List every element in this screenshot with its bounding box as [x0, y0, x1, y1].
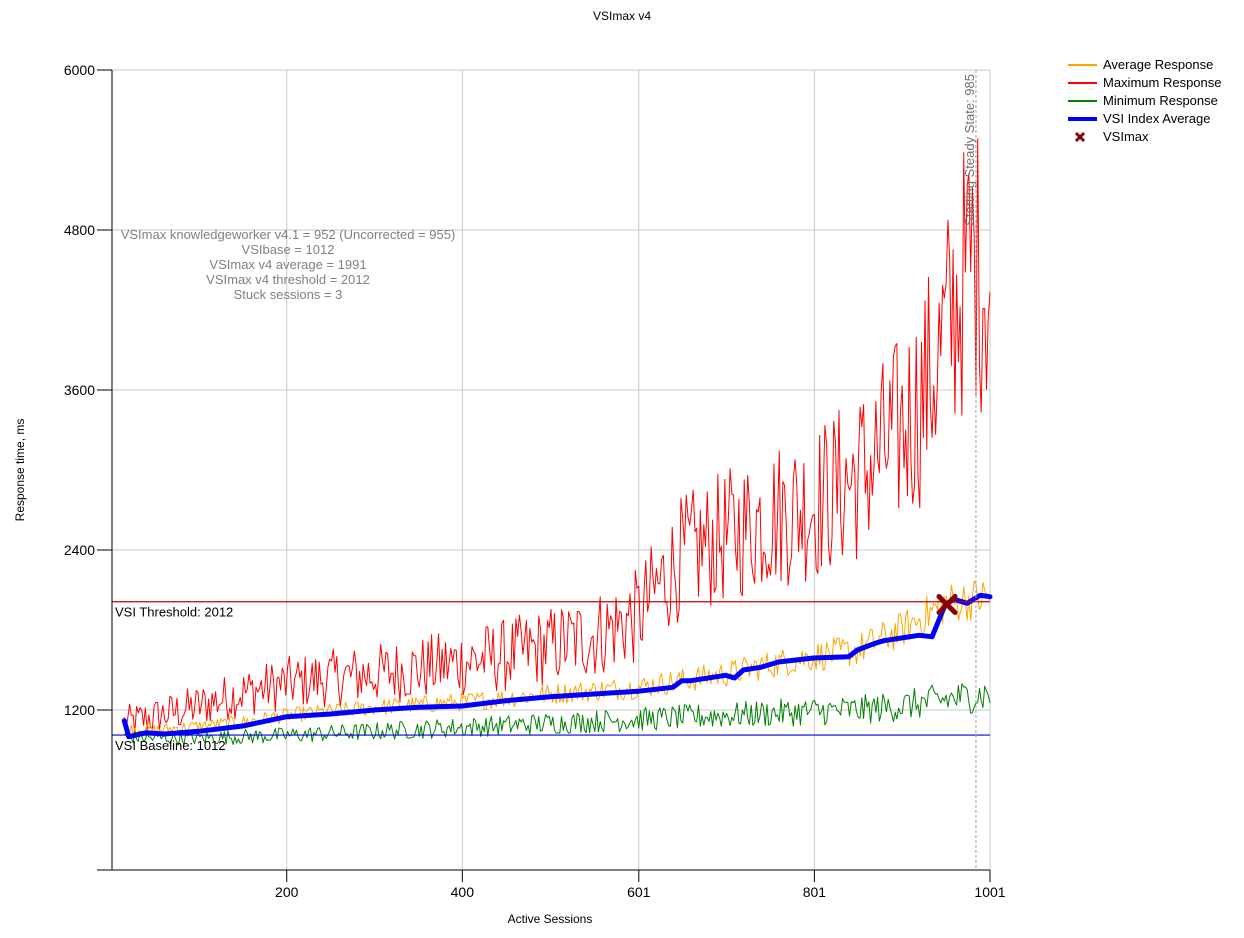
annotation-line: VSImax v4 average = 1991: [209, 257, 366, 272]
vsimax-marker: [936, 594, 958, 616]
y-axis-label: Response time, ms: [13, 419, 27, 522]
legend-label: Minimum Response: [1103, 93, 1218, 108]
annotation-line: VSImax knowledgeworker v4.1 = 952 (Uncor…: [121, 227, 456, 242]
threshold-label: VSI Threshold: 2012: [115, 605, 233, 620]
legend-label: VSI Index Average: [1103, 111, 1210, 126]
series-line-3: [121, 592, 993, 740]
legend-swatch: [1074, 131, 1086, 143]
y-tick-label: 6000: [64, 62, 95, 78]
series-line-2: [123, 683, 991, 746]
annotation-line: Stuck sessions = 3: [234, 287, 343, 302]
y-tick-label: 2400: [64, 542, 95, 558]
grid: [112, 69, 991, 870]
series-line-0: [123, 138, 991, 734]
tick-labels: 1200 2400 3600 4800 6000 200 400 601 801 1001: [64, 62, 1006, 900]
steady-state-label: Starting Steady State: 985: [962, 74, 977, 226]
annotation-block: VSImax knowledgeworker v4.1 = 952 (Uncor…: [121, 227, 456, 302]
annotation-line: VSImax v4 threshold = 2012: [206, 272, 370, 287]
baseline-label: VSI Baseline: 1012: [115, 738, 226, 753]
chart-title: VSImax v4: [593, 9, 651, 23]
x-tick-label: 801: [803, 884, 827, 900]
y-tick-label: 1200: [64, 702, 95, 718]
legend-label: Average Response: [1103, 57, 1213, 72]
annotation-line: VSIbase = 1012: [242, 242, 335, 257]
legend-label: VSImax: [1103, 129, 1149, 144]
axes: [97, 70, 990, 871]
x-tick-label: 601: [627, 884, 651, 900]
x-tick-label: 1001: [974, 884, 1005, 900]
legend: Average Response Maximum Response Minimum …: [1068, 57, 1222, 144]
x-tick-label: 400: [451, 884, 475, 900]
x-tick-label: 200: [275, 884, 299, 900]
x-axis-label: Active Sessions: [508, 912, 593, 926]
y-tick-label: 4800: [64, 222, 95, 238]
y-tick-label: 3600: [64, 382, 95, 398]
plot-area: VSI Threshold: 2012 VSI Baseline: 1012 Sta…: [112, 70, 993, 870]
legend-label: Maximum Response: [1103, 75, 1222, 90]
